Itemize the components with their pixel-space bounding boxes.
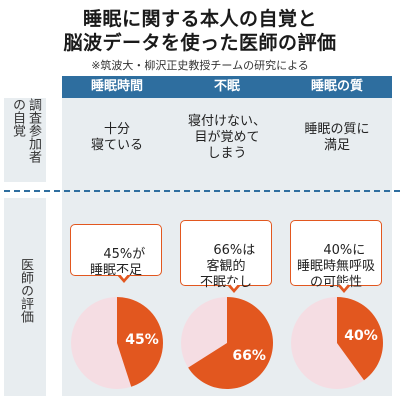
pie-slice-highlight bbox=[117, 297, 163, 387]
pie-slice-highlight bbox=[188, 297, 273, 389]
column-header: 睡眠の質 bbox=[282, 76, 392, 98]
column-header: 睡眠時間 bbox=[62, 76, 172, 98]
separator-line bbox=[4, 190, 400, 192]
awareness-text: 十分 寝ている bbox=[90, 122, 143, 153]
row-label-evaluation-text: 医師の評価 bbox=[18, 258, 33, 323]
awareness-text: 寝付けない、 目が覚めて しまう bbox=[187, 114, 266, 161]
pie-percent-label: 40% bbox=[344, 328, 378, 344]
awareness-text: 睡眠の質に 満足 bbox=[304, 122, 370, 153]
evaluation-text: 45%が 睡眠不足 bbox=[89, 247, 146, 278]
pie-percent-label: 66% bbox=[232, 348, 266, 364]
pie-chart: 40% bbox=[291, 297, 383, 389]
column-sleep-quality: 睡眠の質 睡眠の質に 満足 40%に 睡眠時無呼吸 の可能性 40% bbox=[282, 76, 392, 396]
source-note: ※筑波大・柳沢正史教授チームの研究による bbox=[91, 59, 309, 72]
evaluation-bubble: 66%は 客観的 不眠なし bbox=[180, 220, 272, 293]
row-label-awareness: 調査参加者 の自覚 bbox=[4, 98, 46, 182]
column-header: 不眠 bbox=[172, 76, 282, 98]
pie-percent-label: 45% bbox=[125, 332, 159, 348]
title-line-1: 睡眠に関する本人の自覚と bbox=[82, 8, 317, 30]
bubble-tail bbox=[117, 273, 131, 283]
column-sleep-time: 睡眠時間 十分 寝ている 45%が 睡眠不足 45% bbox=[62, 76, 172, 396]
pie-chart: 45% bbox=[71, 297, 163, 389]
pie-slice-highlight bbox=[337, 297, 383, 381]
row-label-evaluation: 医師の評価 bbox=[4, 198, 46, 396]
row-label-awareness-col1: 調査参加者 bbox=[26, 98, 41, 163]
evaluation-text: 40%に 睡眠時無呼吸 の可能性 bbox=[296, 243, 375, 290]
title-line-2: 脳波データを使った医師の評価 bbox=[63, 32, 337, 54]
evaluation-bubble: 40%に 睡眠時無呼吸 の可能性 bbox=[290, 220, 382, 293]
bubble-tail bbox=[337, 283, 351, 293]
row-label-awareness-col2: の自覚 bbox=[10, 98, 25, 137]
bubble-tail bbox=[227, 283, 241, 293]
column-insomnia: 不眠 寝付けない、 目が覚めて しまう 66%は 客観的 不眠なし 66% bbox=[172, 76, 282, 396]
evaluation-bubble: 45%が 睡眠不足 bbox=[70, 224, 162, 283]
pie-chart: 66% bbox=[181, 297, 273, 389]
